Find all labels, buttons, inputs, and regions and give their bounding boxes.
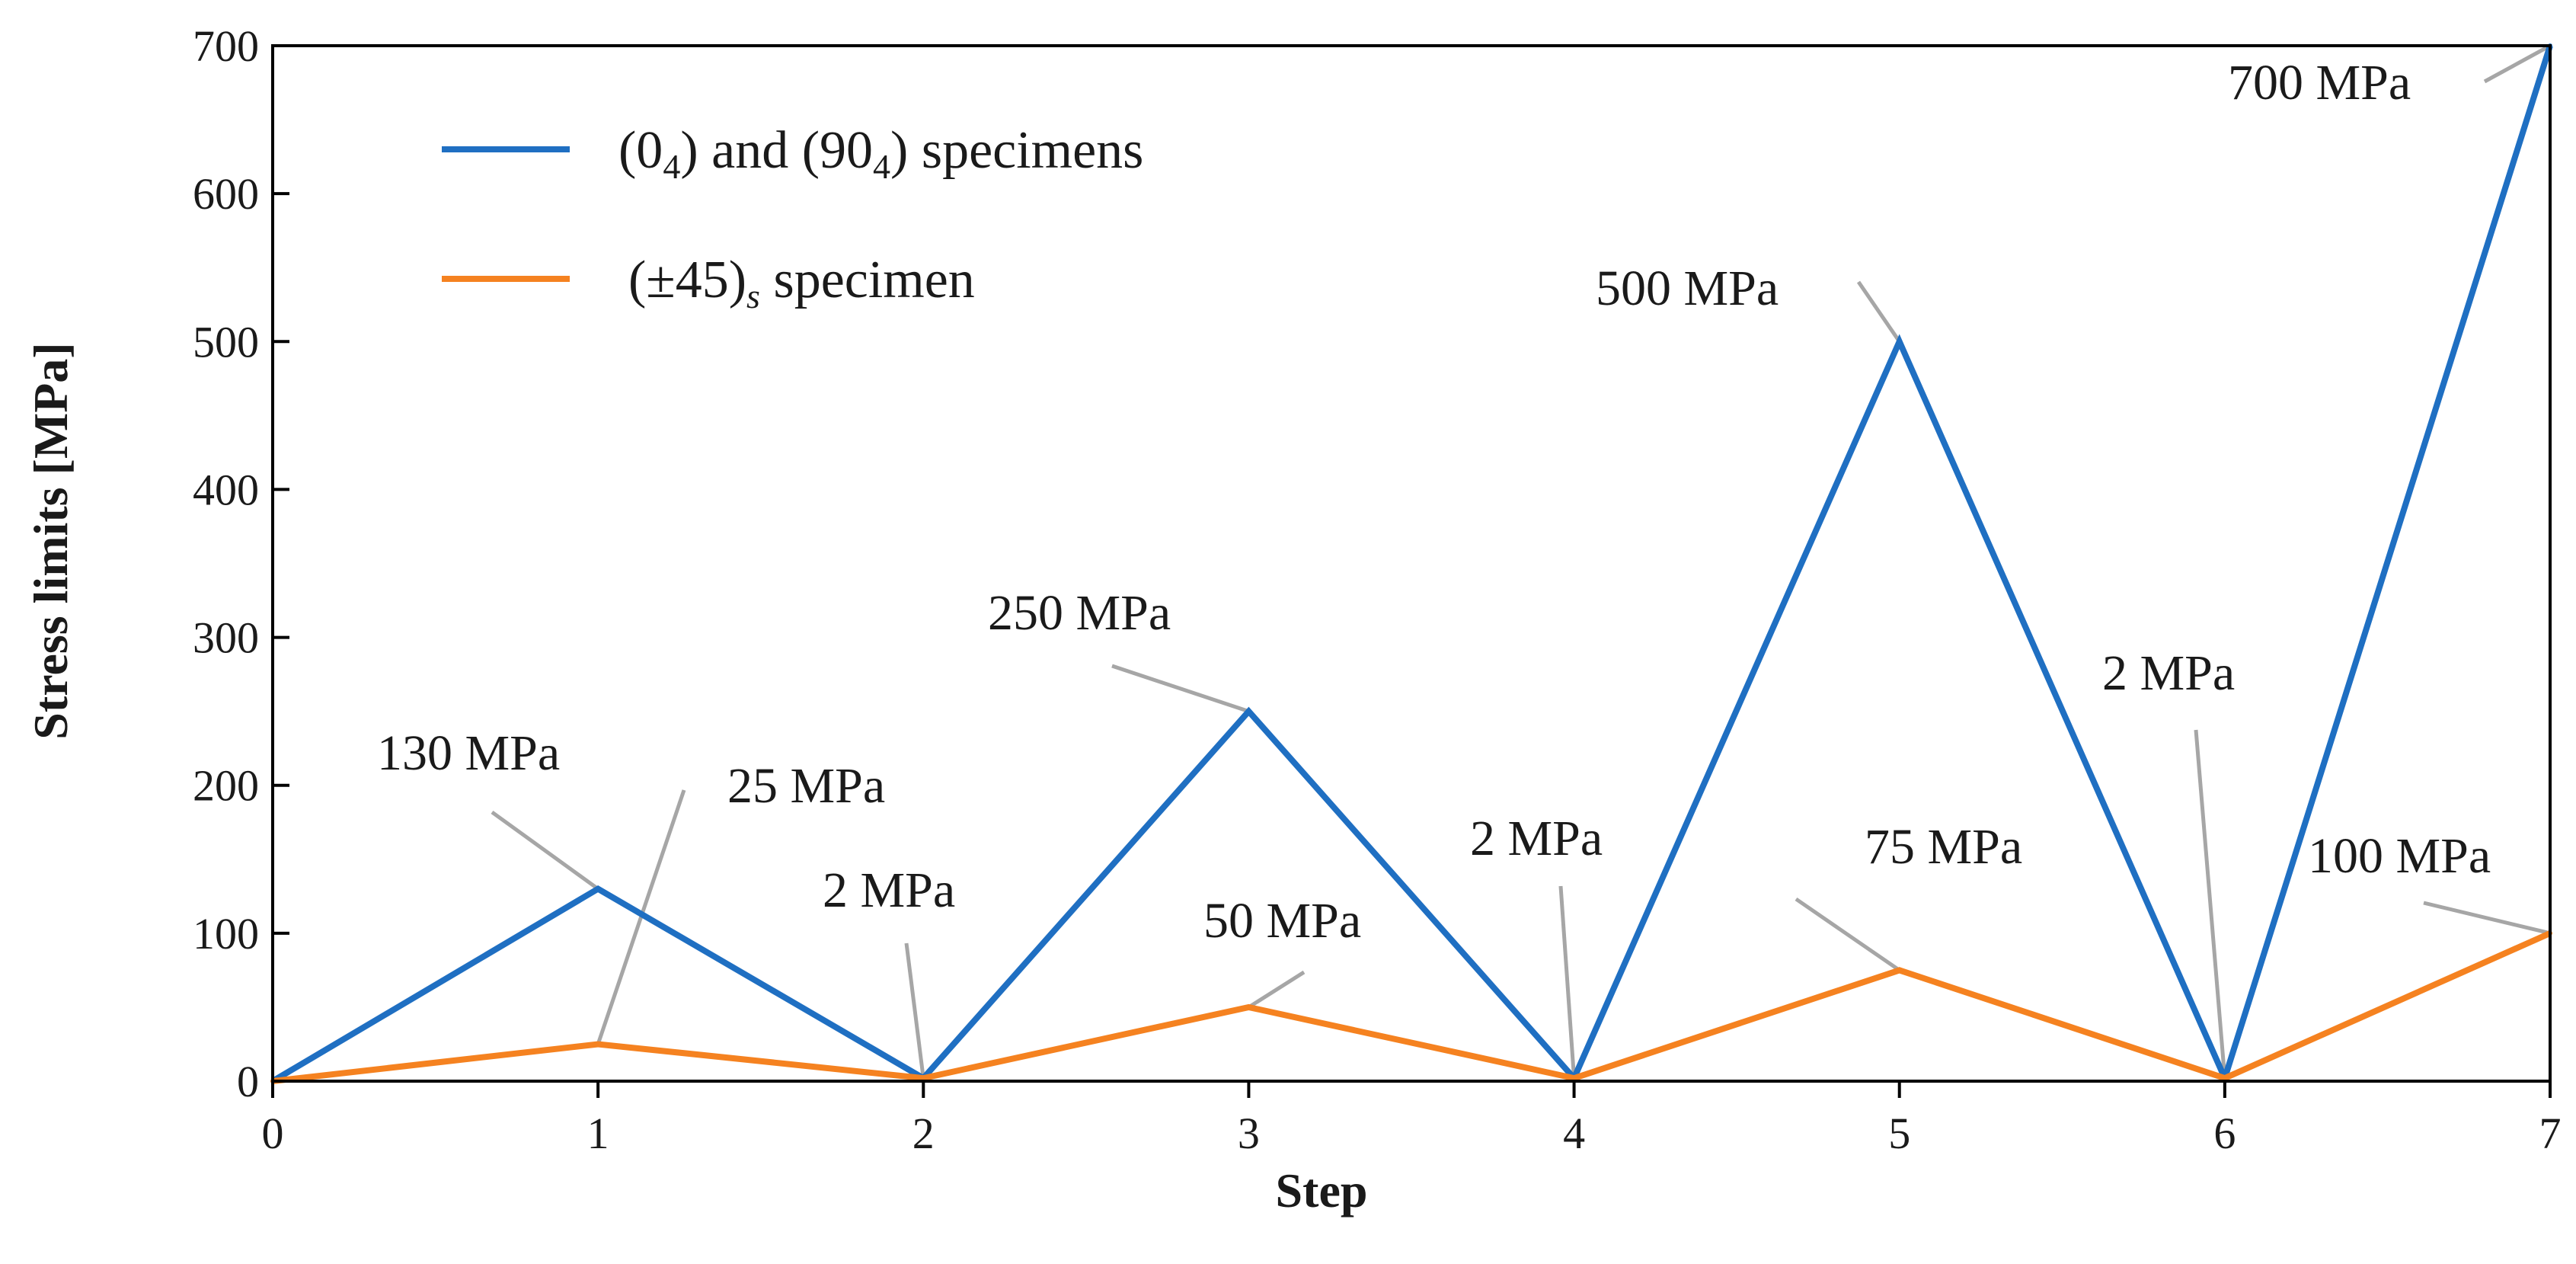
annotation-label: 25 MPa (727, 758, 885, 814)
annotation-leader (2194, 729, 2227, 1079)
x-tick-label: 3 (1238, 1109, 1260, 1158)
annotation-label: 50 MPa (1203, 893, 1361, 949)
y-tick-label: 0 (237, 1057, 259, 1106)
annotation-labels: 130 MPa 25 MPa 2 MPa 250 MPa 50 MPa 2 MPa 500 … (377, 55, 2491, 949)
data-point (596, 1042, 601, 1047)
legend-subscript: 4 (873, 147, 890, 186)
x-tick-label: 5 (1888, 1109, 1910, 1158)
y-tick-label: 400 (193, 465, 259, 514)
annotation-label: 700 MPa (2228, 55, 2411, 110)
annotation-leader (2423, 901, 2551, 936)
annotation-label: 75 MPa (1865, 819, 2022, 875)
annotation-leader (1856, 280, 1901, 343)
annotation-leader (2483, 43, 2552, 84)
annotation-label: 500 MPa (1596, 261, 1779, 316)
y-tick-label: 100 (193, 909, 259, 958)
x-tick-label: 4 (1563, 1109, 1585, 1158)
annotation-leaders (491, 43, 2552, 1079)
data-series (270, 43, 2553, 1087)
annotation-label: 130 MPa (377, 725, 560, 781)
x-tick-label: 7 (2539, 1109, 2562, 1158)
x-tick-label: 6 (2213, 1109, 2236, 1158)
y-axis-title: Stress limits [MPa] (24, 342, 78, 739)
data-point (1571, 1076, 1577, 1081)
legend-label-1: (±45)s specimen (628, 251, 975, 315)
data-point (1897, 339, 1902, 344)
x-tick-label: 0 (262, 1109, 284, 1158)
annotation-leader (904, 942, 925, 1079)
plot-frame (271, 44, 2552, 1083)
legend-subscript: 4 (663, 147, 680, 186)
annotation-leader (1248, 970, 1306, 1010)
legend-text-part: ) specimens (890, 121, 1143, 180)
series-line-1 (272, 930, 2552, 1084)
data-point (596, 886, 601, 891)
legend-text-part: specimen (760, 251, 975, 309)
annotation-leader (1558, 885, 1577, 1079)
legend-text-part: (±45) (628, 251, 746, 309)
x-tick-label: 1 (587, 1109, 609, 1158)
y-tick-label: 300 (193, 613, 259, 663)
x-tick-label: 2 (912, 1109, 935, 1158)
data-point (2222, 1076, 2227, 1081)
tick-labels: 0 100 200 300 400 500 600 700 0 1 2 3 4 5 6 7 (193, 21, 2562, 1158)
annotation-leader (491, 810, 599, 891)
data-point (1246, 1004, 1251, 1010)
annotation-leader (1795, 897, 1901, 972)
y-tick-label: 700 (193, 21, 259, 71)
y-tick-label: 500 (193, 317, 259, 366)
x-axis-title: Step (1276, 1163, 1368, 1218)
annotation-label: 2 MPa (2102, 645, 2235, 701)
legend-subscript: s (746, 277, 760, 315)
legend: (04) and (904) specimens(±45)s specimen (442, 121, 1143, 315)
axes (271, 44, 2552, 1098)
y-tick-label: 600 (193, 169, 259, 219)
annotation-leader (1111, 664, 1250, 714)
legend-label-0: (04) and (904) specimens (618, 121, 1143, 186)
data-point (1897, 968, 1902, 973)
data-point (1246, 709, 1251, 714)
annotation-label: 250 MPa (988, 585, 1171, 641)
legend-text-part: ) and (90 (680, 121, 873, 180)
annotation-label: 2 MPa (823, 862, 955, 918)
annotation-label: 100 MPa (2308, 828, 2491, 884)
legend-text-part: (0 (618, 121, 663, 180)
y-tick-label: 200 (193, 761, 259, 811)
annotation-label: 2 MPa (1470, 811, 1603, 866)
series-line-0 (270, 44, 2553, 1087)
data-point (921, 1076, 926, 1081)
